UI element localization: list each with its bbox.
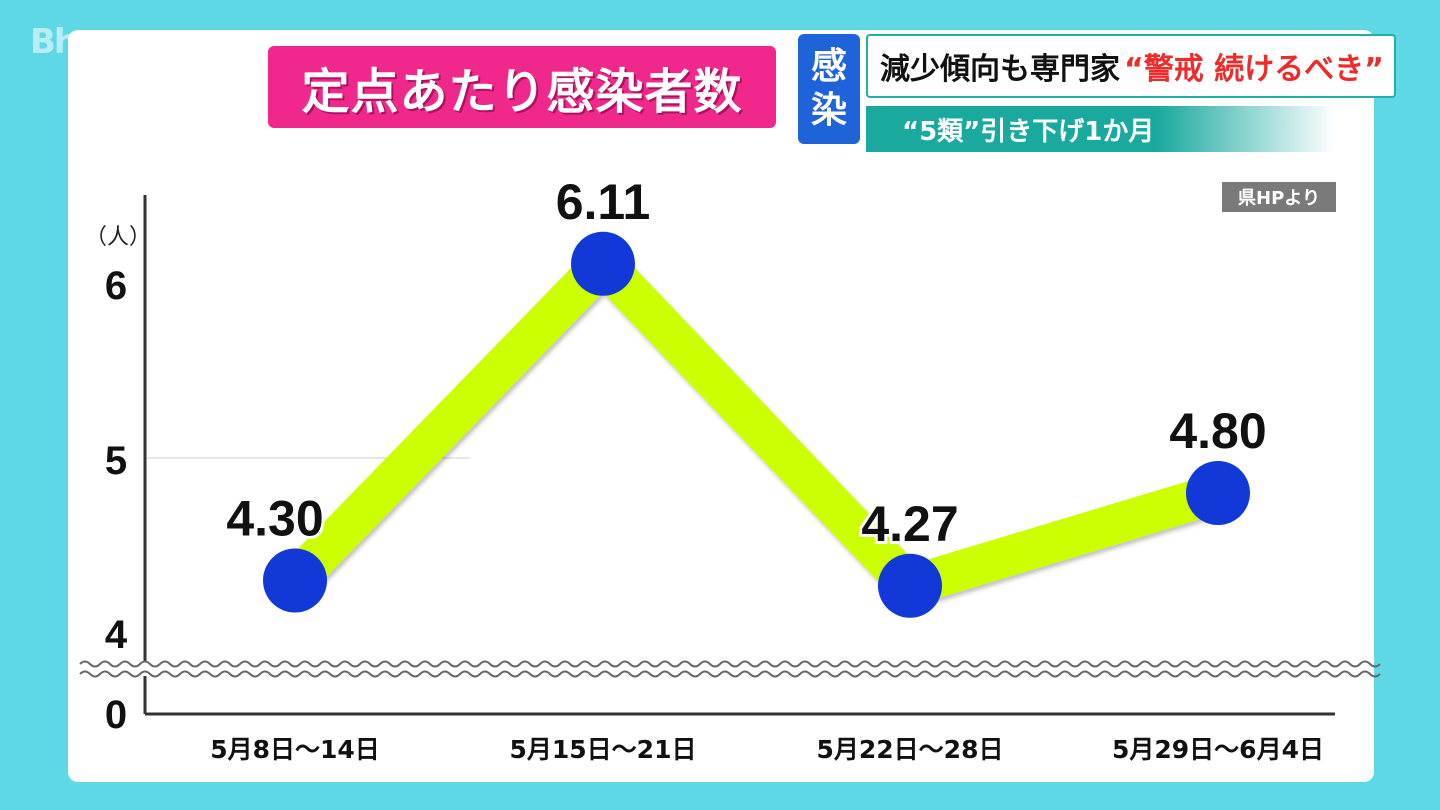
x-category-label: 5月15日〜21日 bbox=[510, 735, 697, 764]
x-category-label: 5月22日〜28日 bbox=[817, 735, 1004, 764]
topic-tag-char-2: 染 bbox=[810, 90, 847, 131]
subheadline-text: “5類”引き下げ1か月 bbox=[902, 116, 1155, 147]
series-line bbox=[280, 234, 1224, 609]
line-layer bbox=[280, 234, 1224, 609]
data-label: 4.27 bbox=[861, 496, 958, 552]
y-tick-label-6: 6 bbox=[105, 264, 127, 308]
chart-title: 定点あたり感染者数 bbox=[301, 64, 743, 120]
y-tick-label-4: 4 bbox=[105, 613, 128, 657]
topic-tag-char-1: 感 bbox=[810, 46, 847, 87]
data-label: 4.80 bbox=[1169, 403, 1266, 459]
axis-break-wave-bottom bbox=[79, 670, 1381, 678]
source-text: 県HPより bbox=[1238, 188, 1320, 209]
topic-tag: 感 染 bbox=[798, 34, 860, 144]
marker-layer bbox=[263, 231, 1250, 618]
news-headline: 減少傾向も専門家 “警戒 続けるべき” bbox=[866, 34, 1396, 98]
data-point bbox=[571, 231, 635, 296]
x-category-label: 5月8日〜14日 bbox=[210, 735, 380, 764]
label-layer: 4.30 6.11 4.27 4.80 bbox=[223, 171, 1269, 555]
y-unit-label: （人） bbox=[85, 225, 151, 250]
axis-layer: （人） 0 4 5 6 5月8日〜14日 5月15日〜21日 5月22日〜28日 5月29日〜6… bbox=[79, 195, 1381, 764]
data-point bbox=[878, 553, 942, 618]
y-tick-label-0: 0 bbox=[105, 693, 127, 737]
data-point bbox=[1186, 461, 1250, 525]
x-category-label: 5月29日〜6月4日 bbox=[1112, 735, 1324, 764]
axis-break-wave-top bbox=[79, 660, 1381, 668]
headline-quote: “警戒 続けるべき” bbox=[1124, 52, 1384, 87]
data-point bbox=[263, 548, 327, 613]
headline-text: 減少傾向も専門家 bbox=[880, 52, 1120, 87]
news-subheadline: “5類”引き下げ1か月 bbox=[866, 106, 1336, 152]
source-badge: 県HPより bbox=[1222, 182, 1336, 212]
title-banner: 定点あたり感染者数 bbox=[268, 46, 776, 128]
y-tick-label-5: 5 bbox=[105, 439, 127, 483]
data-label: 6.11 bbox=[556, 174, 651, 230]
data-label: 4.30 bbox=[226, 491, 323, 547]
